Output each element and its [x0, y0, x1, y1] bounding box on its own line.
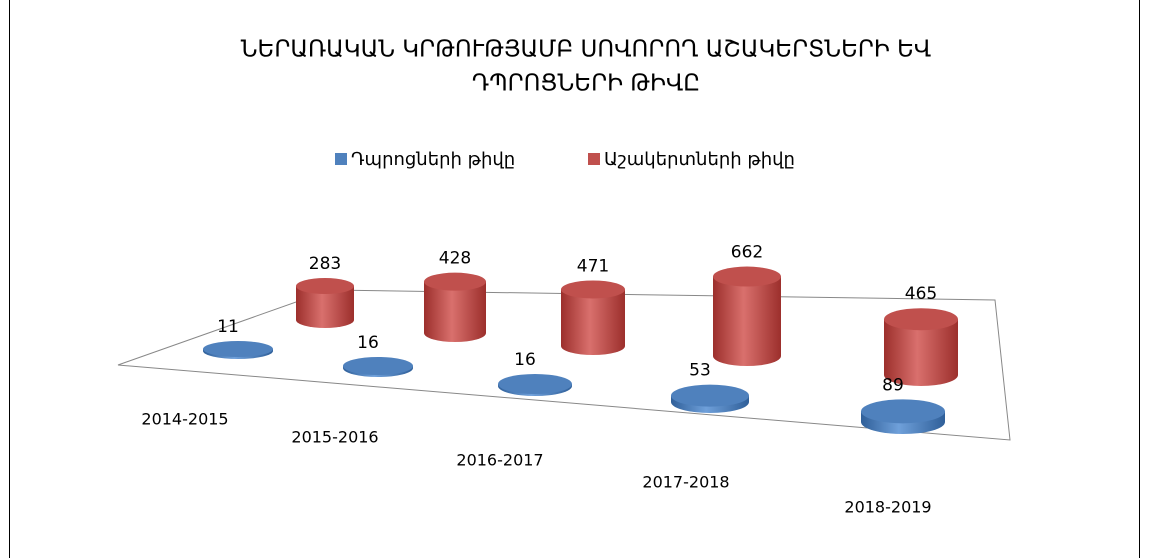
cylinder-top	[296, 278, 354, 295]
cylinder-body	[296, 286, 354, 328]
cylinder-top	[561, 280, 625, 299]
cylinder-top	[884, 308, 958, 331]
legend-label: Դպրոցների թիվը	[351, 149, 515, 170]
data-label: 662	[731, 243, 763, 263]
cylinder-body	[884, 319, 958, 386]
frame	[9, 0, 1140, 558]
x-tick-label: 2015-2016	[291, 428, 378, 447]
cylinder-body	[561, 289, 625, 355]
cylinder-top	[203, 341, 273, 357]
cylinder-top	[713, 266, 781, 287]
data-label: 89	[882, 375, 904, 395]
chart-title: ԴՊՐՈՑՆԵՐԻ ԹԻՎԸ	[472, 71, 700, 97]
cylinder-body	[713, 276, 781, 366]
x-tick-label: 2018-2019	[844, 498, 931, 517]
data-label: 16	[514, 350, 536, 370]
x-tick-label: 2016-2017	[456, 451, 543, 470]
floor	[117, 289, 1011, 441]
data-label: 11	[217, 317, 239, 337]
x-tick-label: 2017-2018	[642, 473, 729, 492]
data-label: 465	[905, 284, 937, 304]
legend-swatch	[335, 153, 347, 165]
cylinder-top	[498, 374, 572, 394]
data-label: 53	[689, 361, 711, 381]
cylinder-body	[424, 281, 486, 342]
data-label: 283	[309, 254, 341, 274]
data-label: 428	[439, 249, 471, 269]
cylinder-top	[424, 272, 486, 291]
cylinder-top	[343, 357, 413, 375]
x-tick-label: 2014-2015	[141, 410, 228, 429]
legend-label: Աշակերտների թիվը	[604, 149, 795, 170]
data-label: 471	[577, 256, 609, 276]
cylinder-top	[861, 399, 945, 424]
data-label: 16	[357, 333, 379, 353]
legend-swatch	[588, 153, 600, 165]
cylinder-top	[671, 384, 749, 407]
chart-title: ՆԵՐԱՌԱԿԱՆ ԿՐԹՈՒԹՅԱՄԲ ՍՈՎՈՐՈՂ ԱՇԱԿԵՐՏՆԵՐԻ…	[241, 37, 931, 63]
